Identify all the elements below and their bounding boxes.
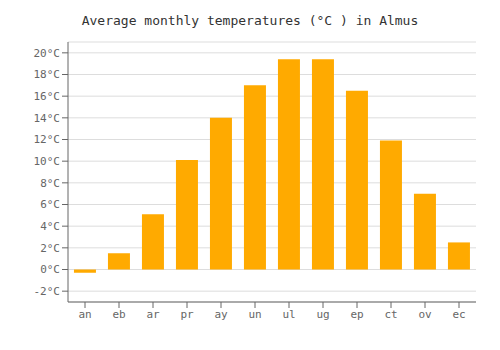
svg-text:pr: pr (180, 308, 194, 321)
svg-text:6°C: 6°C (40, 198, 60, 211)
svg-text:0°C: 0°C (40, 263, 60, 276)
svg-text:ec: ec (452, 308, 465, 321)
svg-text:10°C: 10°C (34, 155, 61, 168)
svg-text:12°C: 12°C (34, 133, 61, 146)
svg-text:eb: eb (112, 308, 125, 321)
svg-text:ar: ar (146, 308, 160, 321)
svg-text:ul: ul (282, 308, 295, 321)
svg-text:an: an (78, 308, 91, 321)
svg-text:un: un (248, 308, 261, 321)
svg-text:14°C: 14°C (34, 112, 61, 125)
svg-text:ep: ep (350, 308, 363, 321)
svg-text:18°C: 18°C (34, 68, 61, 81)
svg-text:4°C: 4°C (40, 220, 60, 233)
svg-text:ug: ug (316, 308, 329, 321)
svg-text:ct: ct (384, 308, 397, 321)
svg-text:ov: ov (418, 308, 432, 321)
svg-text:ay: ay (214, 308, 228, 321)
svg-text:20°C: 20°C (34, 47, 61, 60)
svg-text:16°C: 16°C (34, 90, 61, 103)
svg-text:8°C: 8°C (40, 177, 60, 190)
html-text:Average monthly temperatures (: Average monthly temperatures (°C ) in Al… (81, 13, 419, 28)
svg-text:-2°C: -2°C (34, 285, 61, 298)
svg-text:2°C: 2°C (40, 242, 60, 255)
